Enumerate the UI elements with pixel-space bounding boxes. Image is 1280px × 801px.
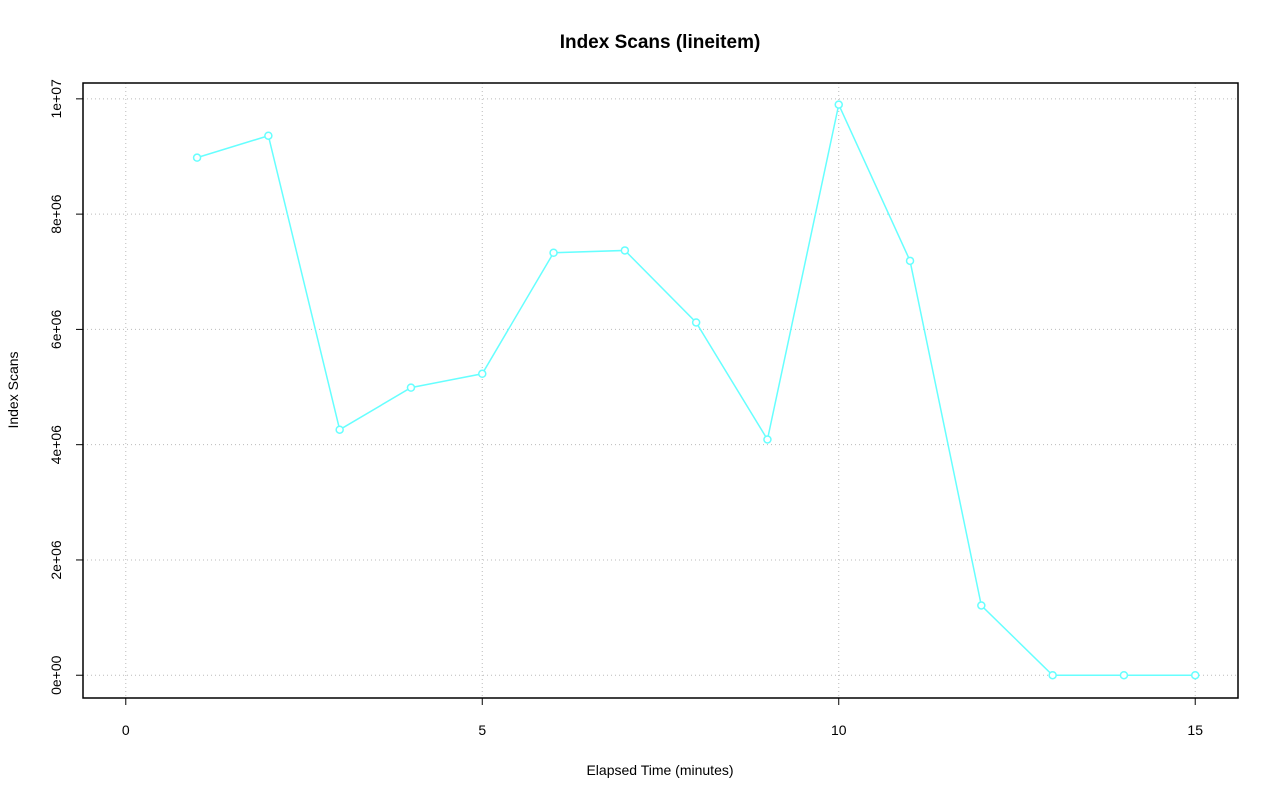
x-tick-label: 0: [122, 722, 130, 738]
y-tick-label: 8e+06: [48, 194, 64, 234]
data-point: [763, 435, 772, 444]
data-point: [478, 369, 487, 379]
x-tick-label: 15: [1187, 722, 1203, 738]
y-axis-label: Index Scans: [5, 351, 21, 428]
chart-title: Index Scans (lineitem): [560, 32, 761, 53]
data-point: [406, 383, 416, 392]
y-tick-label: 1e+07: [48, 79, 64, 119]
x-tick-label: 10: [831, 722, 847, 738]
y-tick-label: 2e+06: [48, 540, 64, 580]
plot-frame: [82, 82, 1239, 699]
y-tick-label: 6e+06: [48, 310, 64, 350]
data-point: [264, 131, 273, 140]
data-point: [834, 100, 843, 109]
data-point: [549, 248, 558, 257]
data-line: [196, 102, 1196, 676]
data-point: [1048, 670, 1057, 680]
data-point: [192, 153, 202, 162]
data-point: [691, 318, 701, 327]
data-point: [1190, 670, 1200, 680]
data-point: [905, 256, 915, 266]
data-point: [335, 425, 344, 434]
x-axis-label: Elapsed Time (minutes): [586, 762, 733, 778]
x-tick-label: 5: [478, 722, 486, 738]
y-tick-label: 4e+06: [48, 425, 64, 465]
data-point: [977, 601, 986, 610]
y-tick-label: 0e+00: [48, 655, 64, 695]
data-point: [620, 246, 630, 255]
data-point: [1119, 670, 1129, 680]
